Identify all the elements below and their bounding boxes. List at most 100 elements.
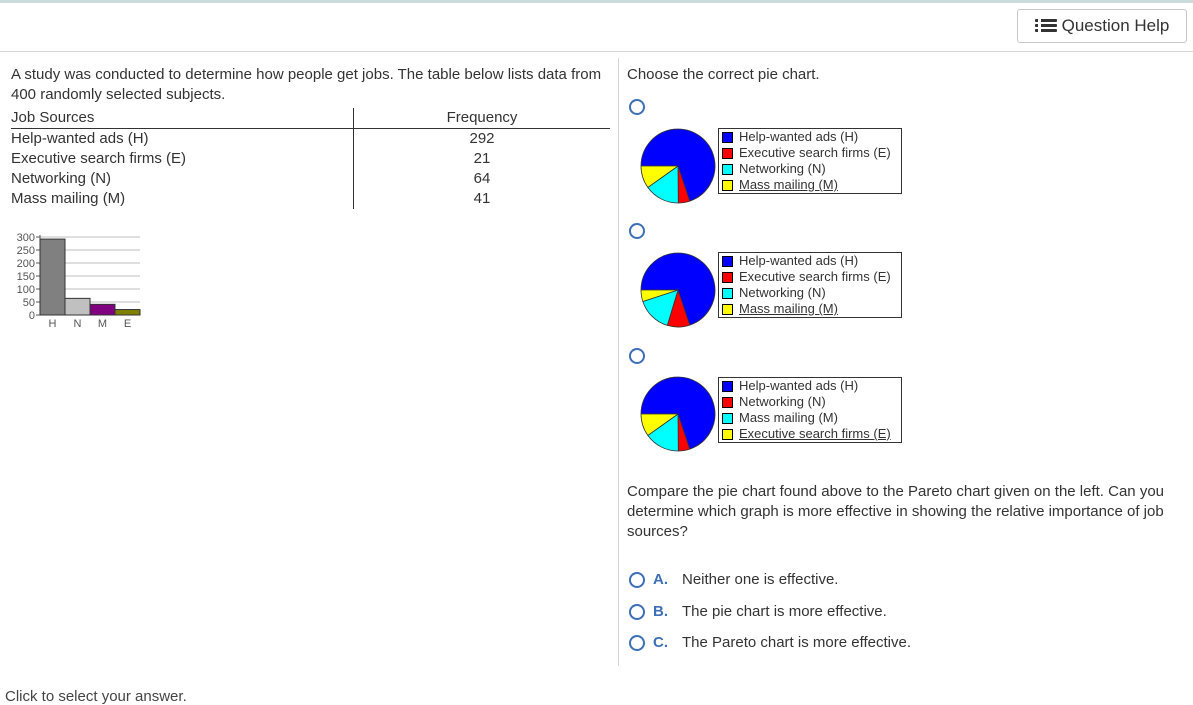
legend-swatch bbox=[722, 428, 733, 440]
legend-label: Networking (N) bbox=[739, 394, 826, 409]
legend-swatch bbox=[722, 179, 733, 191]
problem-intro: A study was conducted to determine how p… bbox=[11, 66, 602, 103]
pie-chart-option-2 bbox=[640, 252, 716, 328]
legend-entry: Executive search firms (E) bbox=[722, 145, 901, 161]
pareto-y-tick-label: 100 bbox=[17, 284, 35, 296]
question-help-label: Question Help bbox=[1061, 16, 1170, 35]
legend-entry: Help-wanted ads (H) bbox=[722, 129, 901, 145]
frequency-cell: 41 bbox=[473, 190, 491, 207]
compare-question: Compare the pie chart found above to the… bbox=[627, 483, 1165, 540]
legend-label: Networking (N) bbox=[739, 161, 826, 176]
pareto-y-tick-label: 300 bbox=[17, 232, 35, 244]
pie-legend-3: Help-wanted ads (H) Networking (N) Mass ma… bbox=[718, 377, 902, 443]
question-prompt: Choose the correct pie chart. bbox=[627, 66, 820, 83]
table-header-row: Job Sources Frequency bbox=[11, 108, 610, 129]
frequency-cell: 292 bbox=[469, 130, 495, 147]
legend-swatch bbox=[722, 380, 733, 392]
pie-slice bbox=[640, 413, 680, 436]
top-accent-line bbox=[0, 0, 1193, 3]
pareto-bar-n bbox=[64, 297, 91, 316]
answer-text-b: The pie chart is more effective. bbox=[682, 603, 887, 620]
legend-label: Mass mailing (M) bbox=[739, 410, 838, 425]
pareto-y-tick-label: 250 bbox=[17, 245, 35, 257]
frequency-cell: 64 bbox=[473, 170, 491, 187]
table-row: Mass mailing (M) 41 bbox=[11, 189, 610, 209]
pie-slice bbox=[640, 165, 680, 188]
job-source-cell: Executive search firms (E) bbox=[11, 149, 354, 169]
pie-legend-2: Help-wanted ads (H) Executive search firm… bbox=[718, 252, 902, 318]
pie-option-radio-2[interactable] bbox=[629, 223, 645, 239]
pareto-y-tick-label: 150 bbox=[17, 271, 35, 283]
table-row: Help-wanted ads (H) 292 bbox=[11, 128, 610, 149]
table-row: Networking (N) 64 bbox=[11, 169, 610, 189]
answer-radio-a[interactable] bbox=[629, 571, 645, 588]
answer-letter-a: A. bbox=[653, 571, 668, 588]
pie-slice bbox=[640, 289, 679, 302]
legend-entry: Executive search firms (E) bbox=[722, 269, 901, 285]
pie-slice bbox=[640, 128, 716, 202]
legend-swatch bbox=[722, 163, 733, 175]
legend-swatch bbox=[722, 287, 733, 299]
legend-swatch bbox=[722, 147, 733, 159]
answer-radio-b[interactable] bbox=[629, 603, 645, 620]
answer-option-c[interactable]: C. The Pareto chart is more effective. bbox=[629, 634, 911, 651]
job-source-cell: Help-wanted ads (H) bbox=[11, 128, 354, 149]
legend-label: Mass mailing (M) bbox=[739, 177, 838, 192]
frequency-cell: 21 bbox=[473, 150, 491, 167]
job-sources-table: Job Sources Frequency Help-wanted ads (H… bbox=[11, 108, 610, 209]
answer-letter-b: B. bbox=[653, 603, 668, 620]
pareto-x-label: H bbox=[49, 318, 57, 330]
pie-chart-option-3 bbox=[640, 376, 716, 452]
legend-entry: Networking (N) bbox=[722, 285, 901, 301]
pareto-x-label: M bbox=[98, 318, 107, 330]
legend-label: Help-wanted ads (H) bbox=[739, 378, 859, 393]
answer-text-c: The Pareto chart is more effective. bbox=[682, 634, 911, 651]
legend-entry: Mass mailing (M) bbox=[722, 410, 901, 426]
legend-entry: Help-wanted ads (H) bbox=[722, 253, 901, 269]
legend-label: Mass mailing (M) bbox=[739, 301, 838, 316]
pareto-bar-e bbox=[114, 309, 141, 316]
pareto-bar-h bbox=[39, 238, 66, 316]
answer-radio-c[interactable] bbox=[629, 634, 645, 651]
legend-label: Networking (N) bbox=[739, 285, 826, 300]
header-frequency: Frequency bbox=[353, 108, 610, 129]
legend-swatch bbox=[722, 271, 733, 283]
legend-swatch bbox=[722, 396, 733, 408]
legend-entry: Mass mailing (M) bbox=[722, 301, 901, 317]
pareto-x-label: N bbox=[74, 318, 82, 330]
job-source-cell: Mass mailing (M) bbox=[11, 189, 354, 209]
pareto-y-tick-label: 200 bbox=[17, 258, 35, 270]
pie-chart-option-1 bbox=[640, 128, 716, 204]
header-job-sources: Job Sources bbox=[11, 108, 354, 129]
legend-swatch bbox=[722, 255, 733, 267]
pareto-bar-m bbox=[89, 303, 116, 316]
legend-entry: Networking (N) bbox=[722, 161, 901, 177]
answer-letter-c: C. bbox=[653, 634, 668, 651]
legend-label: Help-wanted ads (H) bbox=[739, 253, 859, 268]
legend-swatch bbox=[722, 412, 733, 424]
legend-swatch bbox=[722, 131, 733, 143]
legend-entry: Executive search firms (E) bbox=[722, 426, 901, 442]
legend-label: Executive search firms (E) bbox=[739, 269, 891, 284]
footer-instruction: Click to select your answer. bbox=[5, 688, 187, 705]
pie-option-radio-1[interactable] bbox=[629, 99, 645, 115]
question-help-button[interactable]: Question Help bbox=[1017, 9, 1187, 43]
list-icon bbox=[1034, 18, 1057, 34]
legend-label: Executive search firms (E) bbox=[739, 145, 891, 160]
pareto-y-tick-label: 0 bbox=[29, 310, 35, 322]
pareto-x-label: E bbox=[124, 318, 131, 330]
legend-label: Executive search firms (E) bbox=[739, 426, 891, 441]
answer-option-b[interactable]: B. The pie chart is more effective. bbox=[629, 603, 887, 620]
legend-entry: Networking (N) bbox=[722, 394, 901, 410]
pie-option-radio-3[interactable] bbox=[629, 348, 645, 364]
pie-legend-1: Help-wanted ads (H) Executive search firm… bbox=[718, 128, 902, 194]
pareto-y-tick-label: 50 bbox=[23, 297, 35, 309]
job-source-cell: Networking (N) bbox=[11, 169, 354, 189]
legend-swatch bbox=[722, 303, 733, 315]
answer-text-a: Neither one is effective. bbox=[682, 571, 839, 588]
header-divider bbox=[0, 51, 1193, 52]
answer-option-a[interactable]: A. Neither one is effective. bbox=[629, 571, 838, 588]
legend-entry: Help-wanted ads (H) bbox=[722, 378, 901, 394]
legend-label: Help-wanted ads (H) bbox=[739, 129, 859, 144]
